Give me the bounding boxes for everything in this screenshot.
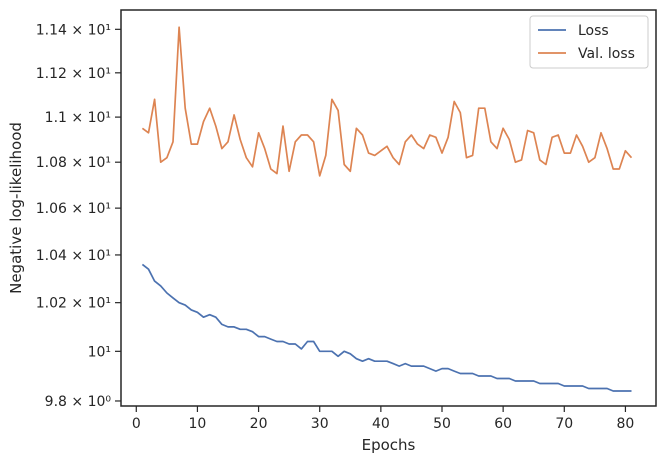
x-tick-label: 70 — [555, 416, 573, 432]
y-axis-label: Negative log-likelihood — [7, 122, 25, 294]
plot-area-border — [120, 9, 657, 407]
y-tick-label: 10¹ — [88, 344, 111, 360]
x-axis-ticks: 0 10 20 30 40 50 60 70 80 — [132, 406, 635, 432]
x-axis-label: Epochs — [362, 436, 416, 454]
x-tick-label: 50 — [433, 416, 451, 432]
x-tick-label: 20 — [250, 416, 268, 432]
y-tick-label: 1.14 × 10¹ — [36, 22, 111, 38]
x-tick-label: 40 — [372, 416, 390, 432]
y-tick-label: 1.1 × 10¹ — [45, 110, 111, 126]
series-line-val-loss — [141, 26, 633, 177]
y-tick-label: 1.08 × 10¹ — [36, 155, 111, 171]
plot-frame — [120, 9, 657, 407]
y-tick-label: 1.02 × 10¹ — [36, 296, 111, 312]
legend-label-val-loss: Val. loss — [578, 46, 635, 62]
x-tick-label: 60 — [494, 416, 512, 432]
y-tick-label: 1.12 × 10¹ — [36, 66, 111, 82]
legend: Loss Val. loss — [529, 15, 649, 69]
series-layer — [141, 26, 633, 392]
y-tick-label: 1.06 × 10¹ — [36, 201, 111, 217]
series-line-loss — [141, 263, 632, 392]
y-axis-ticks: 9.8 × 10⁰ 10¹ 1.02 × 10¹ 1.04 × 10¹ 1.06 × 1… — [36, 22, 121, 410]
y-tick-label: 1.04 × 10¹ — [36, 248, 111, 264]
legend-label-loss: Loss — [578, 23, 609, 39]
y-tick-label: 9.8 × 10⁰ — [45, 394, 112, 410]
x-tick-label: 0 — [132, 416, 141, 432]
legend-box — [529, 15, 649, 69]
x-tick-label: 80 — [617, 416, 635, 432]
x-tick-label: 30 — [311, 416, 329, 432]
x-tick-label: 10 — [189, 416, 207, 432]
